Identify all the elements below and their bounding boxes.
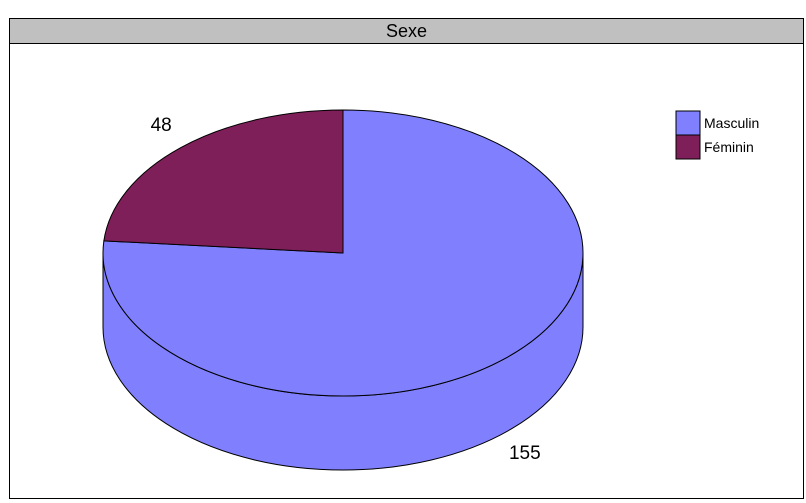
legend-label-0: Masculin (704, 115, 759, 131)
data-labels: 155 48 (151, 115, 541, 464)
pie-group (102, 109, 584, 471)
pie-slice-1 (103, 109, 344, 254)
data-label-1: 48 (151, 115, 172, 136)
legend-label-1: Féminin (704, 139, 754, 155)
legend-swatch-0 (675, 110, 701, 136)
data-label-0: 155 (509, 443, 541, 464)
legend-swatch-1 (675, 134, 701, 160)
legend: Masculin Féminin (675, 110, 759, 160)
chart-title: Sexe (10, 19, 803, 44)
